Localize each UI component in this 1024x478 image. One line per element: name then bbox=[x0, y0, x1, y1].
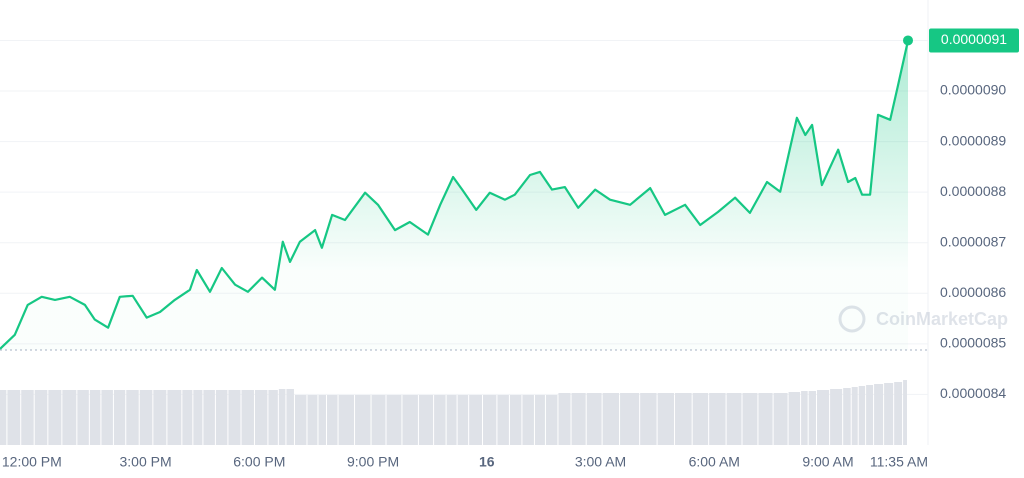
volume-bar bbox=[126, 390, 139, 445]
volume-bar bbox=[788, 392, 801, 445]
volume-bar bbox=[139, 390, 153, 445]
volume-bar bbox=[294, 395, 307, 445]
watermark-text: CoinMarketCap bbox=[876, 309, 1008, 329]
volume-bar bbox=[534, 395, 545, 445]
volume-bar bbox=[522, 395, 534, 445]
volume-bar bbox=[0, 390, 7, 445]
volume-bar bbox=[338, 395, 355, 445]
volume-bar bbox=[203, 390, 215, 445]
volume-bar bbox=[545, 395, 558, 445]
volume-bar bbox=[228, 390, 241, 445]
volume-bar bbox=[418, 395, 434, 445]
x-tick-label: 12:00 PM bbox=[2, 454, 62, 470]
volume-bar bbox=[77, 390, 89, 445]
volume-bar bbox=[773, 393, 788, 445]
area bbox=[0, 40, 908, 350]
volume-bar bbox=[89, 390, 101, 445]
volume-bar bbox=[866, 385, 874, 445]
price-line bbox=[0, 40, 910, 350]
volume-bar bbox=[153, 390, 167, 445]
volume-bar bbox=[640, 393, 657, 445]
volume-bar bbox=[726, 393, 742, 445]
x-tick-label: 3:00 PM bbox=[120, 454, 172, 470]
volume-bar bbox=[675, 393, 692, 445]
x-tick-label: 6:00 AM bbox=[689, 454, 740, 470]
y-tick-label: 0.0000090 bbox=[940, 82, 1006, 98]
volume-bar bbox=[434, 395, 446, 445]
y-tick-label: 0.0000086 bbox=[940, 284, 1006, 300]
volume-bar bbox=[620, 393, 640, 445]
volume-bar bbox=[858, 386, 866, 445]
volume-bar bbox=[326, 395, 338, 445]
volume-bar bbox=[113, 390, 126, 445]
volume-bar bbox=[469, 395, 483, 445]
volume-bar bbox=[657, 393, 675, 445]
volume-bar bbox=[7, 390, 21, 445]
volume-bar bbox=[851, 387, 858, 445]
volume-bar bbox=[386, 395, 402, 445]
volume-bar bbox=[21, 390, 34, 445]
y-tick-label: 0.0000084 bbox=[940, 385, 1006, 401]
volume-bar bbox=[843, 388, 851, 445]
x-tick-label: 9:00 PM bbox=[347, 454, 399, 470]
volume-bar bbox=[48, 390, 62, 445]
volume-bar bbox=[268, 390, 278, 445]
volume-bar bbox=[894, 382, 903, 445]
y-tick-label: 0.0000088 bbox=[940, 183, 1006, 199]
volume-bar bbox=[278, 389, 286, 445]
volume-bar bbox=[62, 390, 77, 445]
volume-bar bbox=[602, 393, 620, 445]
y-tick-label: 0.0000087 bbox=[940, 233, 1006, 249]
volume-bar bbox=[101, 390, 113, 445]
volume-bar bbox=[884, 383, 894, 445]
volume-bar bbox=[558, 393, 571, 445]
volume-bar bbox=[571, 393, 586, 445]
last-point bbox=[903, 35, 913, 46]
volume-bar bbox=[801, 391, 808, 445]
volume-bar bbox=[286, 389, 294, 445]
volume-bar bbox=[34, 390, 48, 445]
volume-bar bbox=[193, 390, 203, 445]
volume-bar bbox=[402, 395, 418, 445]
volume-bar bbox=[742, 393, 758, 445]
volume-bar bbox=[758, 393, 773, 445]
volume-bar bbox=[254, 390, 268, 445]
volume-bar bbox=[903, 380, 907, 445]
volume-bar bbox=[709, 393, 726, 445]
price-badge bbox=[929, 28, 1019, 53]
volume-bar bbox=[483, 395, 497, 445]
x-tick-label: 3:00 AM bbox=[575, 454, 626, 470]
volume-bar bbox=[215, 390, 228, 445]
x-tick-label: 6:00 PM bbox=[233, 454, 285, 470]
volume-bar bbox=[817, 390, 830, 445]
volume-bar bbox=[692, 393, 709, 445]
volume-bar bbox=[446, 395, 457, 445]
volume-bar bbox=[241, 390, 254, 445]
price-badge-label: 0.0000091 bbox=[941, 31, 1007, 47]
y-tick-label: 0.0000085 bbox=[940, 335, 1006, 351]
x-tick-label: 16 bbox=[479, 454, 495, 470]
volume-bar bbox=[830, 389, 843, 445]
volume-bar bbox=[497, 395, 509, 445]
x-tick-label: 11:35 AM bbox=[870, 454, 928, 470]
volume-bar bbox=[167, 390, 182, 445]
volume-bar bbox=[874, 384, 884, 445]
volume-bar bbox=[307, 395, 318, 445]
volume-bar bbox=[808, 391, 817, 445]
volume-bar bbox=[586, 393, 602, 445]
y-tick-label: 0.0000089 bbox=[940, 132, 1006, 148]
volume-bar bbox=[182, 390, 193, 445]
x-tick-label: 9:00 AM bbox=[802, 454, 853, 470]
volume-bar bbox=[371, 395, 386, 445]
volume-bar bbox=[355, 395, 371, 445]
volume-bar bbox=[457, 395, 469, 445]
volume-bar bbox=[318, 395, 326, 445]
volume-bar bbox=[509, 395, 522, 445]
